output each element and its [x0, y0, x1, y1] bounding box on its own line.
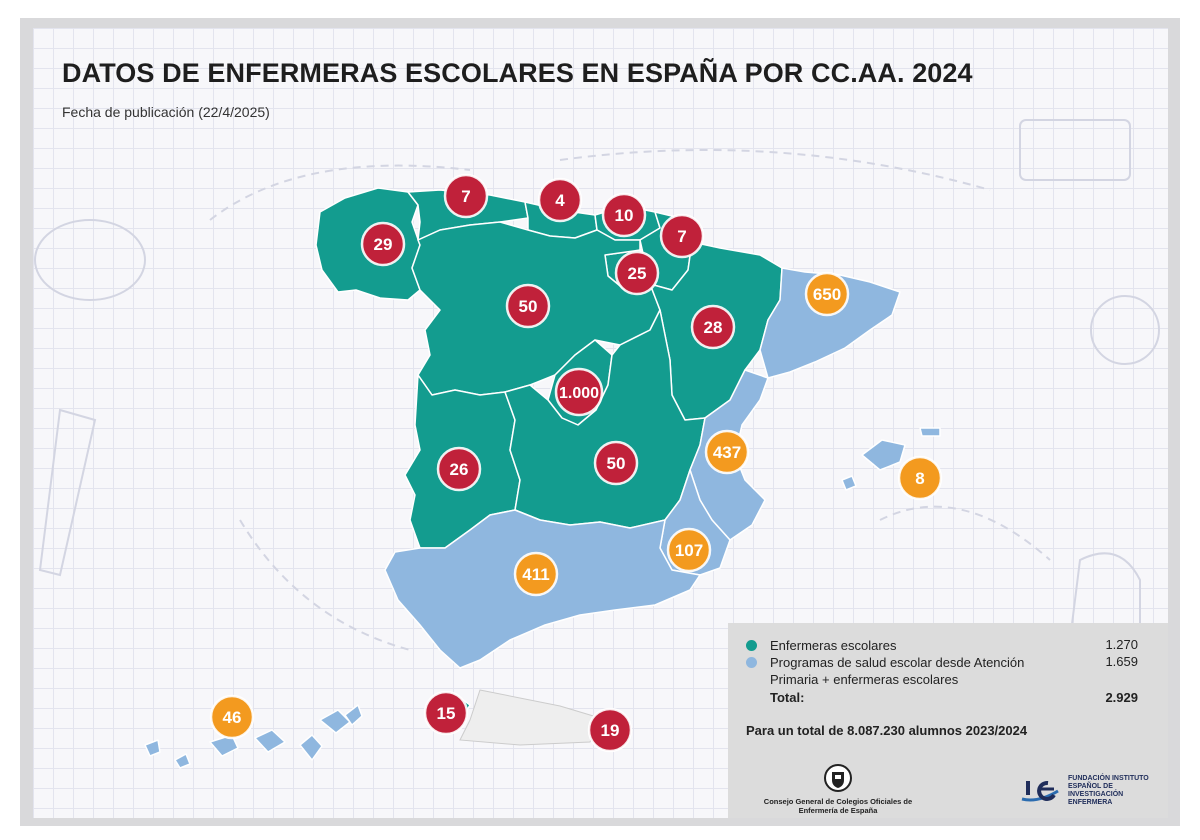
- legend-swatch: [746, 640, 757, 651]
- marker-value: 437: [713, 443, 741, 462]
- marker-value: 26: [450, 460, 469, 479]
- marker-value: 46: [223, 708, 242, 727]
- marker-value: 1.000: [559, 385, 599, 402]
- consejo-name: Consejo General de Colegios Oficiales de…: [763, 797, 913, 815]
- marker-value: 7: [461, 187, 470, 206]
- marker-madrid: 1.000: [554, 367, 604, 417]
- consejo-logo: Consejo General de Colegios Oficiales de…: [758, 763, 918, 815]
- marker-value: 411: [522, 565, 549, 584]
- marker-value: 50: [607, 454, 626, 473]
- marker-castilla-leon: 50: [505, 283, 551, 329]
- marker-value: 28: [704, 318, 723, 337]
- marker-la-rioja: 25: [614, 250, 660, 296]
- publication-date: Fecha de publicación (22/4/2025): [62, 104, 270, 120]
- marker-extremadura: 26: [436, 446, 482, 492]
- marker-baleares: 8: [897, 455, 943, 501]
- marker-value: 19: [601, 721, 620, 740]
- fundacion-name: FUNDACIÓN INSTITUTO ESPAÑOL DE INVESTIGA…: [1068, 775, 1149, 806]
- crest-icon: [824, 764, 852, 792]
- background-doodles: [34, 119, 1160, 651]
- students-total: Para un total de 8.087.230 alumnos 2023/…: [746, 723, 1028, 738]
- region-melilla: [459, 689, 601, 746]
- marker-murcia: 107: [666, 527, 712, 573]
- marker-value: 10: [615, 206, 634, 225]
- legend-total-value: 2.929: [1105, 690, 1138, 705]
- legend-total-label: Total:: [770, 690, 805, 705]
- marker-galicia: 29: [360, 221, 406, 267]
- region-cataluna: [759, 267, 901, 379]
- legend-panel: Enfermeras escolares 1.270 Programas de …: [728, 623, 1168, 818]
- marker-asturias: 7: [443, 173, 489, 219]
- marker-value: 29: [374, 235, 393, 254]
- legend-label: Programas de salud escolar desde Atenció…: [770, 655, 1025, 687]
- region-baleares-menorca: [919, 427, 941, 437]
- region-baleares-mallorca: [861, 439, 906, 471]
- marker-value: 650: [813, 285, 841, 304]
- marker-value: 15: [437, 704, 456, 723]
- fundacion-logo: FUNDACIÓN INSTITUTO ESPAÑOL DE INVESTIGA…: [1018, 773, 1158, 813]
- marker-valenciana: 437: [704, 429, 750, 475]
- marker-value: 8: [915, 469, 924, 488]
- legend-value: 1.659: [1105, 654, 1138, 669]
- marker-cantabria: 4: [537, 177, 583, 223]
- marker-cataluna: 650: [804, 271, 850, 317]
- marker-value: 107: [675, 541, 703, 560]
- region-canarias: [144, 704, 363, 769]
- page-title: DATOS DE ENFERMERAS ESCOLARES EN ESPAÑA …: [62, 58, 973, 88]
- region-shapes-enfermeras: [315, 187, 783, 723]
- ie-logo-icon: [1021, 780, 1059, 802]
- marker-navarra: 7: [659, 213, 705, 259]
- marker-value: 4: [555, 191, 565, 210]
- legend-value: 1.270: [1105, 637, 1138, 652]
- marker-value: 25: [628, 264, 647, 283]
- marker-melilla: 19: [587, 707, 633, 753]
- marker-castilla-la-mancha: 50: [593, 440, 639, 486]
- marker-value: 50: [519, 297, 538, 316]
- marker-andalucia: 411: [513, 551, 559, 597]
- region-baleares-ibiza: [841, 475, 857, 491]
- legend-swatch: [746, 657, 757, 668]
- marker-value: 7: [677, 227, 686, 246]
- marker-aragon: 28: [690, 304, 736, 350]
- marker-canarias: 46: [209, 694, 255, 740]
- marker-pais-vasco: 10: [601, 192, 647, 238]
- marker-ceuta: 15: [423, 690, 469, 736]
- legend-label: Enfermeras escolares: [770, 638, 897, 653]
